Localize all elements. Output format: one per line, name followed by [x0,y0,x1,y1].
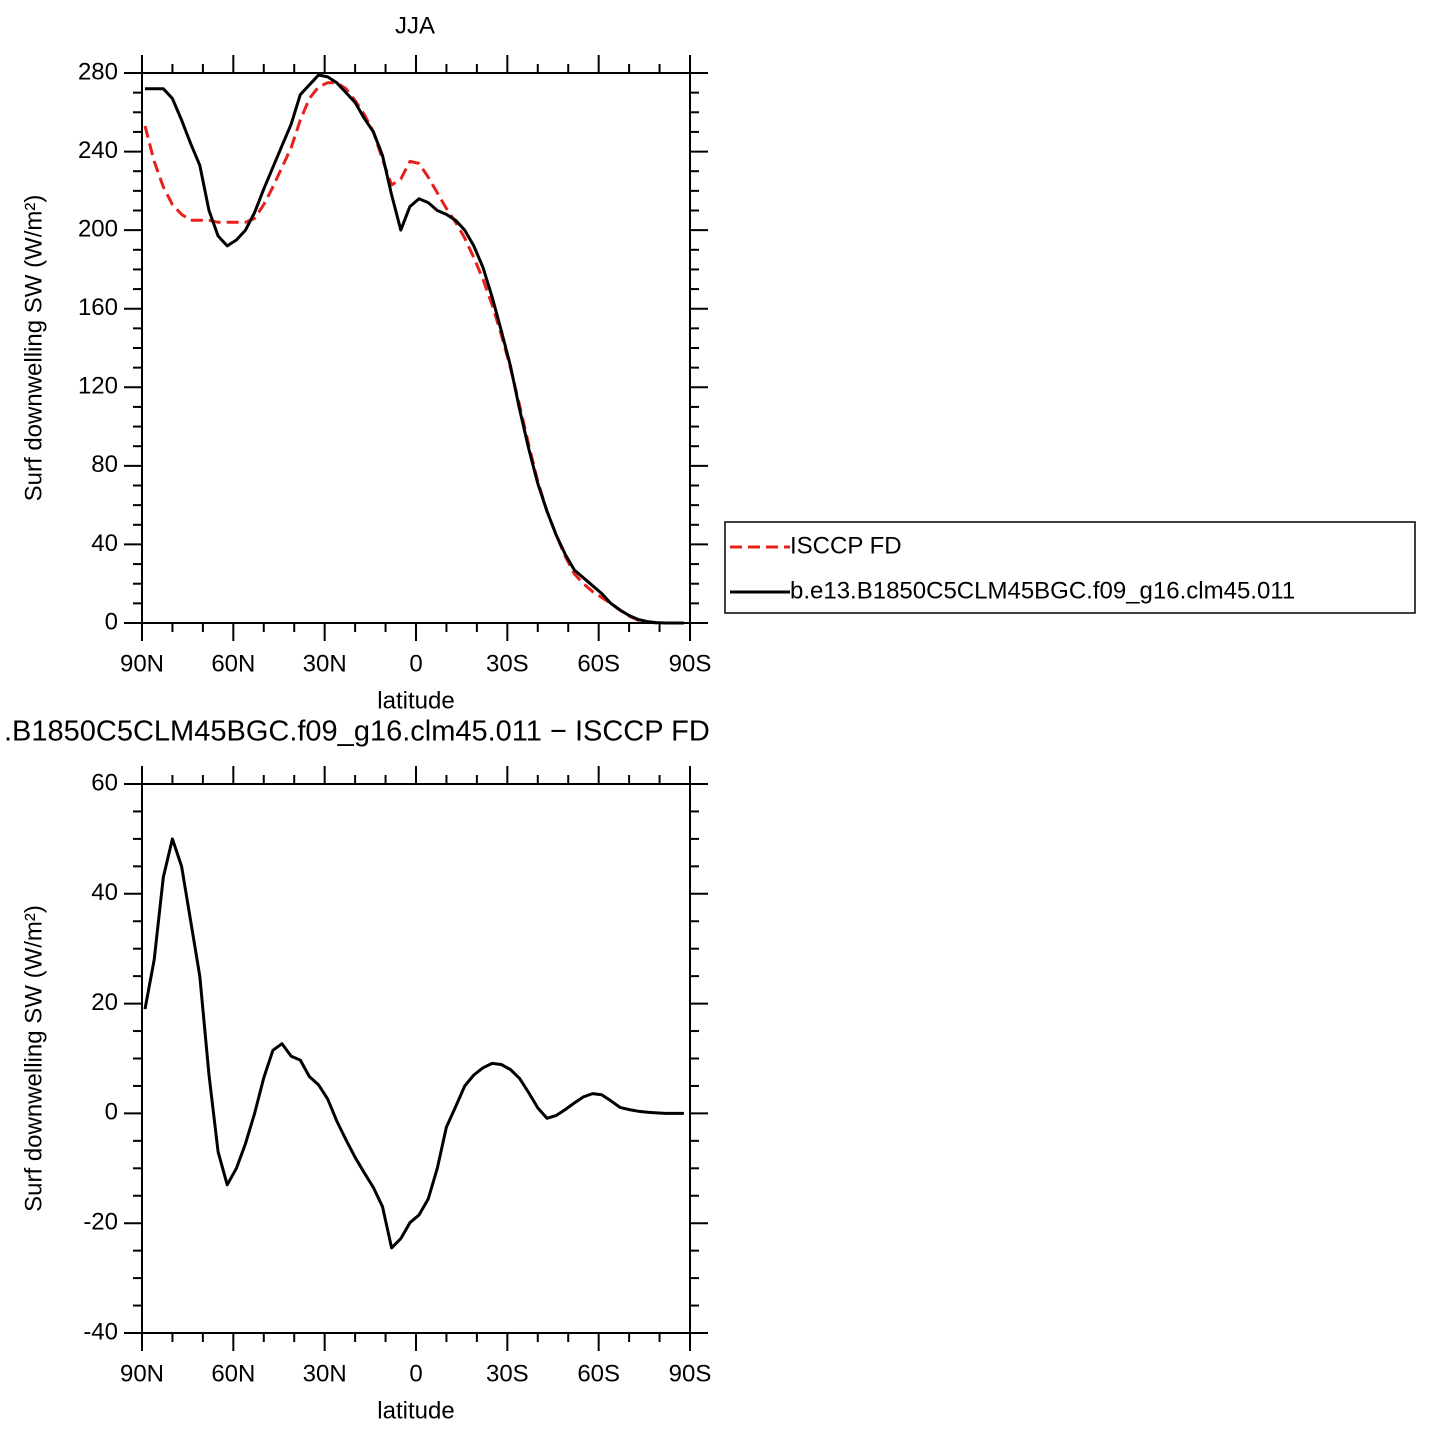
x-tick-label: 60N [211,650,255,677]
x-tick-label: 30N [303,1360,347,1387]
x-tick-label: 90S [669,650,712,677]
plot-frame [141,72,691,624]
x-tick-label: 90S [669,1360,712,1387]
legend-label: ISCCP FD [790,532,902,559]
y-tick-label: 40 [91,879,118,906]
x-tick-label: 0 [409,1360,422,1387]
chart-title: JJA [395,12,435,39]
y-tick-label: 60 [91,769,118,796]
plot-frame [141,783,691,1334]
y-tick-label: 0 [105,1099,118,1126]
x-tick-label: 30S [486,1360,529,1387]
x-tick-label: 90N [120,1360,164,1387]
x-tick-label: 30S [486,650,529,677]
x-tick-label: 90N [120,650,164,677]
y-tick-label: 0 [105,608,118,635]
x-tick-label: 60S [577,1360,620,1387]
y-tick-label: 40 [91,530,118,557]
x-tick-label: 30N [303,650,347,677]
legend-box [724,521,1416,614]
y-tick-label: 280 [78,58,118,85]
x-axis-label: latitude [377,687,454,714]
y-tick-label: -20 [83,1209,118,1236]
x-tick-label: 60N [211,1360,255,1387]
y-tick-label: -40 [83,1318,118,1345]
y-tick-label: 160 [78,294,118,321]
y-tick-label: 200 [78,215,118,242]
y-tick-label: 120 [78,373,118,400]
y-tick-label: 80 [91,451,118,478]
chart-title: .B1850C5CLM45BGC.f09_g16.clm45.011 − ISC… [4,716,710,748]
data-line [143,81,684,625]
x-axis-label: latitude [377,1397,454,1424]
y-axis-label: Surf downwelling SW (W/m²) [20,195,47,502]
data-line [145,73,684,625]
x-tick-label: 0 [409,650,422,677]
y-tick-label: 240 [78,137,118,164]
y-axis-label: Surf downwelling SW (W/m²) [20,905,47,1212]
x-tick-label: 60S [577,650,620,677]
data-line [143,837,684,1250]
y-tick-label: 20 [91,989,118,1016]
legend-label: b.e13.B1850C5CLM45BGC.f09_g16.clm45.011 [790,577,1295,604]
